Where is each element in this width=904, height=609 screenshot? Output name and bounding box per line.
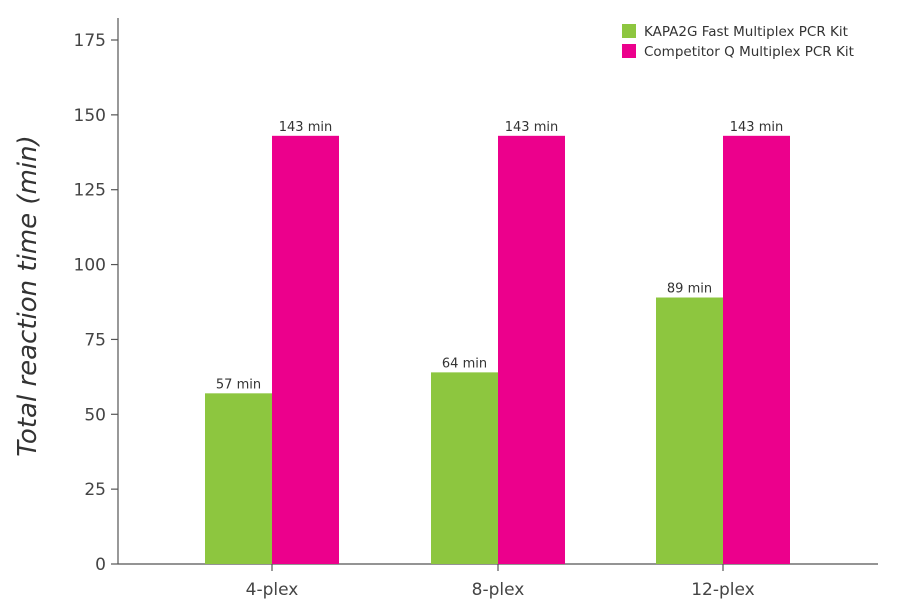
legend-swatch — [622, 24, 636, 38]
legend-swatch — [622, 44, 636, 58]
legend-entry-label: Competitor Q Multiplex PCR Kit — [644, 44, 854, 60]
axes: 0 25 50 75 100 125 150 175 4-plex 8-plex 12-plex — [74, 18, 878, 600]
x-tick-label: 4-plex — [246, 580, 299, 600]
bar-competitor-q-8-plex — [498, 135, 565, 564]
bar-value-label: 57 min — [216, 377, 261, 392]
legend: KAPA2G Fast Multiplex PCR Kit Competitor … — [622, 24, 854, 60]
bar-competitor-q-12-plex — [723, 135, 790, 564]
y-tick-label: 25 — [84, 480, 106, 500]
bar-kapa2g-12-plex — [656, 297, 723, 564]
y-axis-label: Total reaction time (min) — [13, 135, 43, 457]
x-tick-label: 8-plex — [472, 580, 525, 600]
y-tick-label: 0 — [95, 555, 106, 575]
bar-value-label: 143 min — [730, 120, 783, 135]
y-tick-label: 175 — [74, 31, 106, 51]
bar-value-label: 89 min — [667, 282, 712, 297]
bar-kapa2g-8-plex — [431, 372, 498, 564]
bars: 57 min 143 min 64 min 143 min 89 min 143 min — [205, 120, 790, 564]
bar-value-label: 64 min — [442, 356, 487, 371]
y-tick-label: 150 — [74, 106, 106, 126]
y-tick-label: 75 — [84, 330, 106, 350]
y-tick-label: 50 — [84, 405, 106, 425]
y-tick-label: 125 — [74, 181, 106, 201]
legend-entry-label: KAPA2G Fast Multiplex PCR Kit — [644, 24, 848, 40]
y-tick-label: 100 — [74, 256, 106, 276]
bar-kapa2g-4-plex — [205, 393, 272, 564]
bar-value-label: 143 min — [279, 120, 332, 135]
bar-competitor-q-4-plex — [272, 135, 339, 564]
bar-value-label: 143 min — [505, 120, 558, 135]
x-tick-label: 12-plex — [691, 580, 755, 600]
